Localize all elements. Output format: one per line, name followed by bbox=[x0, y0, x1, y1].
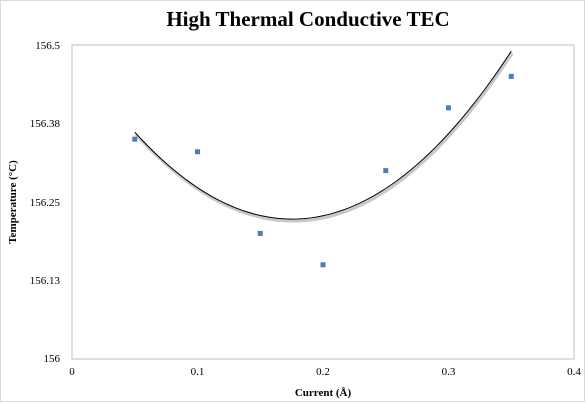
data-point bbox=[508, 73, 514, 79]
x-tick-label: 0 bbox=[69, 366, 75, 378]
chart-title: High Thermal Conductive TEC bbox=[166, 7, 449, 31]
y-tick-label: 156.13 bbox=[30, 275, 61, 287]
trendline bbox=[134, 50, 512, 220]
data-points-layer bbox=[132, 73, 514, 268]
x-axis-ticks: 0 0.1 0.2 0.3 0.4 bbox=[69, 366, 581, 378]
x-axis-label: Current (Å) bbox=[295, 387, 352, 399]
y-axis-label: Temperature (°C) bbox=[7, 160, 19, 244]
x-tick-label: 0.2 bbox=[316, 366, 330, 378]
data-point bbox=[383, 168, 389, 174]
y-tick-label: 156 bbox=[44, 353, 61, 365]
trendline-layer bbox=[134, 50, 514, 223]
data-point bbox=[132, 136, 138, 142]
y-tick-label: 156.38 bbox=[30, 118, 61, 130]
x-tick-label: 0.3 bbox=[442, 366, 456, 378]
plot-area bbox=[71, 44, 575, 360]
x-tick-label: 0.1 bbox=[191, 366, 205, 378]
data-point bbox=[446, 105, 451, 111]
x-tick-label: 0.4 bbox=[567, 366, 581, 378]
trendline-shadow bbox=[134, 52, 514, 223]
y-tick-label: 156.25 bbox=[30, 197, 61, 209]
data-point bbox=[257, 230, 263, 236]
y-axis-ticks: 156.5 156.38 156.25 156.13 156 bbox=[30, 40, 61, 365]
y-tick-label: 156.5 bbox=[35, 40, 60, 52]
data-point bbox=[320, 262, 326, 268]
data-point bbox=[195, 149, 200, 155]
